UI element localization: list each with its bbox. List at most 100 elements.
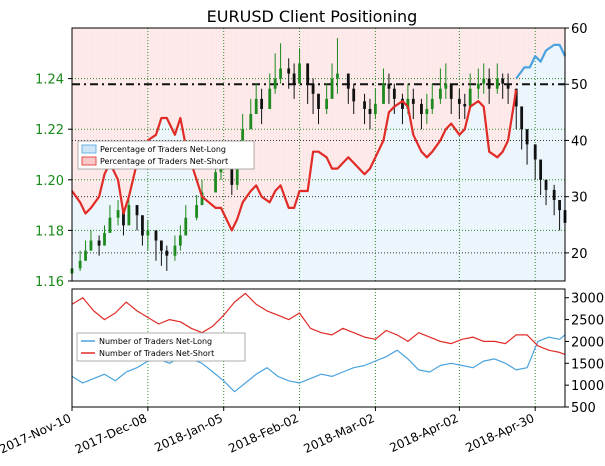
- candle-body: [482, 78, 486, 84]
- candle-body: [525, 129, 529, 145]
- candle-body: [514, 88, 518, 107]
- candle-body: [373, 103, 377, 115]
- right-tick-label-p2: 500: [571, 401, 596, 416]
- candle-body: [268, 88, 272, 109]
- right-tick-label: 40: [571, 134, 588, 149]
- candle-body: [249, 114, 253, 130]
- candle-body: [368, 108, 372, 115]
- candle-body: [406, 98, 410, 109]
- candle-body: [430, 98, 434, 109]
- candle-body: [438, 88, 442, 99]
- candle-body: [506, 83, 510, 89]
- legend-swatch: [81, 144, 97, 154]
- candle-body: [463, 103, 467, 107]
- candle-body: [200, 192, 204, 206]
- left-tick-label: 1.16: [35, 275, 64, 290]
- candle-body: [122, 210, 125, 226]
- candle-body: [230, 162, 234, 185]
- candle-body: [78, 260, 82, 269]
- candle-body: [457, 98, 461, 104]
- right-tick-label-p2: 2000: [571, 335, 604, 350]
- candle-body: [495, 78, 499, 89]
- candle-body: [468, 88, 472, 107]
- candle-body: [558, 200, 561, 211]
- candle-body: [520, 106, 524, 130]
- candle-body: [235, 167, 239, 185]
- candle-body: [401, 98, 404, 109]
- left-tick-label: 1.18: [35, 224, 64, 239]
- candle-body: [476, 83, 480, 89]
- right-tick-label-p2: 1500: [571, 357, 604, 372]
- candle-body: [311, 83, 315, 94]
- x-tick-label: 2018-Apr-02: [387, 411, 460, 455]
- x-tick-label: 2017-Dec-08: [73, 411, 149, 457]
- candle-body: [387, 83, 391, 89]
- net-long-area: [72, 44, 565, 282]
- right-tick-label-p2: 1000: [571, 379, 604, 394]
- candle-body: [89, 240, 93, 251]
- candle-body: [411, 98, 415, 104]
- panel2-frame: [71, 288, 566, 408]
- candle-body: [425, 108, 429, 115]
- candle-body: [501, 78, 505, 84]
- candle-body: [287, 68, 291, 74]
- candle-body: [346, 73, 350, 89]
- candle-body: [306, 63, 310, 84]
- legend-panel1: Percentage of Traders Net-Long Percentage…: [77, 140, 255, 170]
- candle-body: [184, 217, 188, 236]
- candle-body: [325, 98, 329, 109]
- right-tick-label: 30: [571, 191, 588, 206]
- candle-body: [279, 68, 282, 79]
- candle-body: [260, 98, 264, 109]
- legend-label: Number of Traders Net-Short: [99, 349, 214, 358]
- candle-body: [214, 172, 217, 193]
- candle-body: [135, 205, 139, 216]
- candle-body: [444, 83, 448, 89]
- series-line-net-short-count: [71, 292, 566, 356]
- candle-body: [103, 232, 106, 246]
- x-tick-label: 2018-Feb-02: [226, 411, 301, 456]
- left-tick-label: 1.22: [35, 123, 64, 138]
- left-tick-label: 1.20: [35, 174, 64, 189]
- candle-body: [292, 73, 296, 84]
- candle-body: [539, 159, 543, 180]
- right-tick-label-p2: 3000: [571, 292, 604, 307]
- x-tick-label: 2018-Apr-30: [463, 411, 536, 455]
- candle-body: [159, 240, 163, 251]
- candle-body: [552, 189, 556, 201]
- candle-body: [363, 101, 366, 109]
- candle-body: [84, 250, 87, 261]
- candle-body: [533, 144, 537, 160]
- series-line-net-long-pct: [515, 43, 566, 80]
- candle-body: [195, 205, 199, 218]
- x-tick-label: 2018-Jan-05: [152, 411, 225, 455]
- legend-label: Percentage of Traders Net-Short: [100, 157, 228, 166]
- legend-panel2: Number of Traders Net-Long Number of Trad…: [76, 332, 246, 362]
- candle-body: [254, 98, 258, 115]
- candle-body: [154, 230, 158, 241]
- legend-box: [77, 140, 255, 170]
- candle-body: [165, 250, 169, 256]
- candle-body: [108, 217, 112, 233]
- candle-body: [317, 93, 320, 109]
- candle-body: [146, 230, 150, 236]
- left-tick-label: 1.24: [35, 73, 64, 88]
- x-tick-label: 2017-Nov-10: [0, 411, 73, 456]
- candle-body: [352, 88, 356, 102]
- candle-body: [382, 83, 385, 104]
- legend-swatch: [81, 156, 97, 166]
- candle-body: [544, 179, 548, 190]
- right-tick-label: 60: [571, 22, 588, 37]
- candle-body: [336, 73, 339, 79]
- candle-body: [487, 78, 491, 89]
- candle-body: [141, 215, 144, 236]
- panel1-frame: [71, 27, 566, 282]
- candle-body: [116, 210, 120, 218]
- right-tick-label-p2: 2500: [571, 314, 604, 329]
- right-tick-label: 50: [571, 78, 588, 93]
- legend-box: [76, 332, 246, 362]
- candle-body: [127, 205, 131, 226]
- candle-body: [298, 63, 301, 84]
- candle-body: [97, 240, 101, 246]
